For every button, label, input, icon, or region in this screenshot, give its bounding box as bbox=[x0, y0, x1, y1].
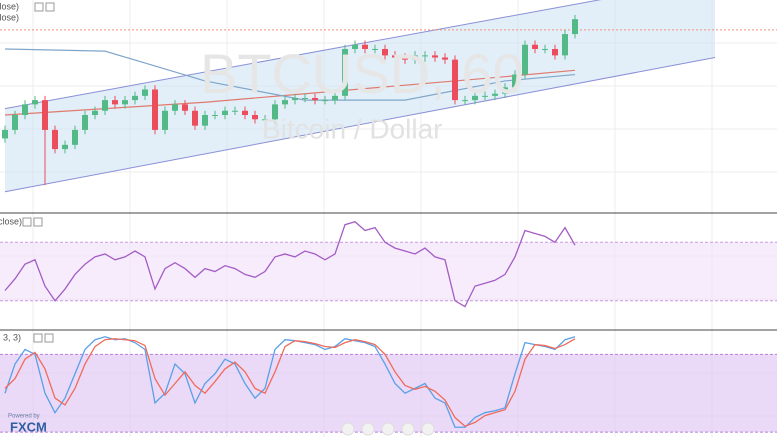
candle-body bbox=[152, 89, 158, 130]
candle-body bbox=[22, 104, 28, 116]
indicator-label: (close) bbox=[0, 12, 19, 22]
candle-body bbox=[212, 115, 218, 117]
candle-body bbox=[482, 95, 488, 97]
candle-body bbox=[272, 104, 278, 120]
candle-body bbox=[362, 44, 368, 49]
candle-body bbox=[302, 97, 308, 99]
candle-body bbox=[102, 100, 108, 111]
candle-body bbox=[62, 144, 68, 150]
candle-body bbox=[492, 93, 498, 96]
candle-body bbox=[402, 57, 408, 60]
band-fill bbox=[0, 242, 777, 301]
candle-body bbox=[502, 87, 508, 94]
candle-body bbox=[162, 110, 168, 130]
nav-button[interactable] bbox=[421, 422, 435, 436]
candle-body bbox=[462, 100, 468, 102]
candle-body bbox=[192, 110, 198, 126]
candle-body bbox=[42, 100, 48, 130]
indicator-line bbox=[4, 338, 576, 428]
candle-body bbox=[512, 74, 518, 88]
indicator-label: , 3, 3) bbox=[0, 332, 21, 342]
candle-body bbox=[262, 119, 268, 121]
candle-body bbox=[382, 48, 388, 56]
channel-lower bbox=[4, 57, 716, 193]
candle-body bbox=[452, 59, 458, 101]
indicator-label: (close) bbox=[0, 1, 19, 11]
nav-button[interactable] bbox=[401, 422, 415, 436]
navigation bbox=[341, 422, 435, 436]
candle-body bbox=[82, 115, 88, 130]
candle-body bbox=[552, 48, 558, 56]
settings-icon[interactable] bbox=[22, 217, 32, 227]
candle-body bbox=[532, 44, 538, 49]
candle-body bbox=[52, 129, 58, 150]
candle-body bbox=[292, 97, 298, 101]
nav-button[interactable] bbox=[361, 422, 375, 436]
close-icon[interactable] bbox=[45, 2, 55, 12]
candle-body bbox=[172, 104, 178, 111]
candle-body bbox=[142, 89, 148, 96]
candle-body bbox=[182, 104, 188, 111]
indicator-line bbox=[4, 336, 576, 428]
nav-button[interactable] bbox=[341, 422, 355, 436]
candle-body bbox=[2, 129, 8, 139]
candle-body bbox=[282, 100, 288, 105]
candle-body bbox=[342, 48, 348, 96]
candle-body bbox=[572, 19, 578, 35]
watermark-symbol: BTCUSD, 60 bbox=[200, 42, 524, 105]
candle-body bbox=[442, 57, 448, 60]
candle-body bbox=[12, 115, 18, 130]
candle-body bbox=[372, 48, 378, 50]
candle-body bbox=[542, 48, 548, 50]
band-fill bbox=[0, 354, 777, 433]
nav-button[interactable] bbox=[381, 422, 395, 436]
candle-body bbox=[112, 100, 118, 105]
indicator-label: close) bbox=[0, 216, 22, 226]
candle-body bbox=[202, 115, 208, 126]
candle-body bbox=[422, 55, 428, 57]
candle-body bbox=[392, 55, 398, 58]
candle-body bbox=[242, 110, 248, 116]
candle-body bbox=[32, 100, 38, 105]
close-icon[interactable] bbox=[33, 217, 43, 227]
candle-body bbox=[222, 110, 228, 116]
close-icon[interactable] bbox=[44, 333, 54, 343]
candle-body bbox=[232, 110, 238, 112]
brand: FXCM bbox=[10, 419, 47, 434]
candle-body bbox=[252, 115, 258, 120]
candle-body bbox=[92, 110, 98, 116]
candle-body bbox=[332, 95, 338, 101]
settings-icon[interactable] bbox=[33, 333, 43, 343]
candle-body bbox=[312, 97, 318, 101]
candle-body bbox=[72, 129, 78, 145]
powered-by: Powered by bbox=[8, 414, 40, 420]
candle-body bbox=[132, 95, 138, 101]
candle-body bbox=[412, 55, 418, 60]
indicator-line bbox=[4, 221, 576, 308]
candle-body bbox=[322, 100, 328, 102]
candle-body bbox=[472, 95, 478, 101]
candle-body bbox=[522, 44, 528, 75]
settings-icon[interactable] bbox=[34, 2, 44, 12]
candle-body bbox=[432, 55, 438, 58]
candle-body bbox=[352, 44, 358, 49]
watermark-name: Bitcoin / Dollar bbox=[262, 113, 443, 144]
candle-body bbox=[562, 34, 568, 56]
channel-upper bbox=[4, 0, 602, 110]
candle-body bbox=[122, 100, 128, 105]
